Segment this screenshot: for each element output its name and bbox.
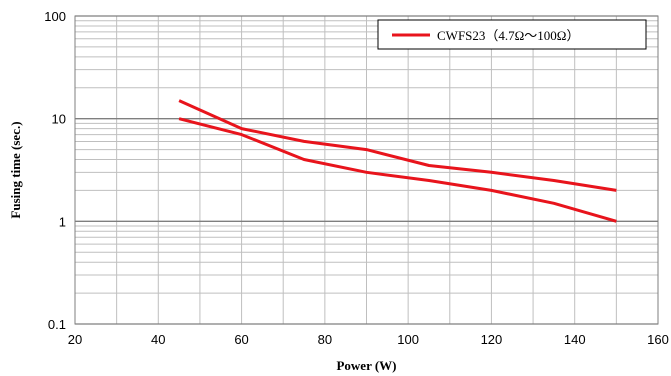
series-layer [178, 99, 617, 223]
y-tick-label: 0.1 [48, 317, 66, 332]
y-axis-title: Fusing time (sec.) [8, 121, 23, 218]
legend-label: CWFS23（4.7Ω〜100Ω） [437, 28, 579, 43]
legend: CWFS23（4.7Ω〜100Ω） [377, 19, 647, 50]
y-tick-label: 10 [52, 112, 66, 127]
x-tick-label: 140 [564, 332, 586, 347]
series-line-1 [178, 99, 617, 192]
x-tick-label: 20 [68, 332, 82, 347]
x-tick-label: 160 [647, 332, 669, 347]
x-tick-label: 80 [318, 332, 332, 347]
y-tick-label: 100 [44, 9, 66, 24]
x-tick-label: 100 [397, 332, 419, 347]
x-tick-label: 60 [234, 332, 248, 347]
tick-labels: 20 40 60 80 100 120 140 160 0.1 1 10 100 [44, 9, 669, 347]
plot-area [74, 15, 659, 325]
x-tick-label: 40 [151, 332, 165, 347]
x-axis-title: Power (W) [336, 358, 396, 373]
series-line-2 [178, 117, 617, 223]
x-tick-label: 120 [481, 332, 503, 347]
y-tick-label: 1 [59, 214, 66, 229]
grid [75, 15, 658, 325]
